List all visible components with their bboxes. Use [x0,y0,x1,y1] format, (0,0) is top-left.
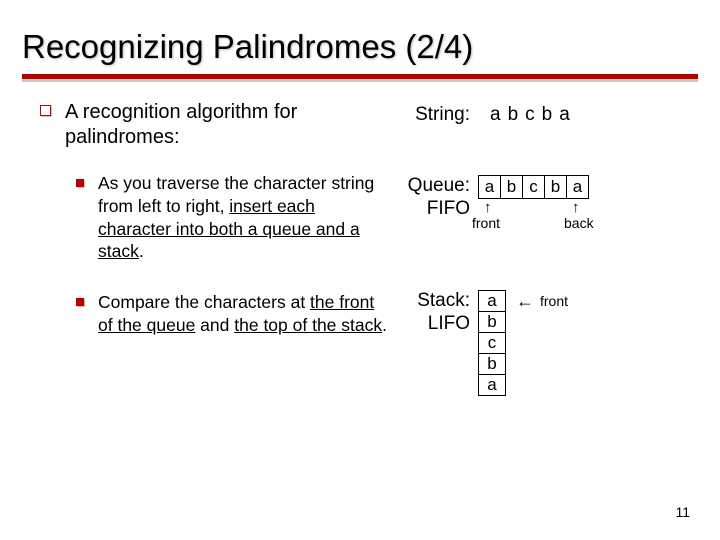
string-chars: abcba [478,104,577,126]
stack-cell: a [478,374,506,396]
slide-title: Recognizing Palindromes (2/4) [0,0,720,74]
main-point-text: A recognition algorithm for palindromes: [65,100,388,150]
stack-cell: b [478,353,506,375]
stack-diagram: abcba ← front [478,290,568,396]
queue-cell: b [544,175,567,199]
string-label: String: [388,104,478,127]
bullet-level2: As you traverse the character string fro… [76,172,388,263]
page-number: 11 [675,504,690,520]
sub-point-2: Compare the characters at the front of t… [98,291,388,337]
content-area: A recognition algorithm for palindromes:… [0,82,720,444]
arrow-left-icon: ← [516,290,534,312]
queue-diagram: abcba ↑ ↑ front back [478,175,589,199]
queue-cell: b [500,175,523,199]
stack-label: Stack:LIFO [388,290,478,336]
stack-cell: b [478,311,506,333]
queue-cell: c [522,175,545,199]
string-row: String: abcba [388,104,710,127]
front-label: front [472,215,500,231]
queue-row: Queue:FIFO abcba ↑ ↑ front back [388,175,710,221]
filled-square-bullet-icon [76,179,84,187]
hollow-square-bullet-icon [40,105,51,116]
arrow-up-icon: ↑ [572,199,580,216]
stack-cell: a [478,290,506,312]
stack-cell: c [478,332,506,354]
sub-point-1: As you traverse the character string fro… [98,172,388,263]
queue-cell: a [478,175,501,199]
queue-label: Queue:FIFO [388,175,478,221]
arrow-up-icon: ↑ [484,199,492,216]
stack-front-label: front [540,290,568,312]
title-underline [0,74,720,82]
left-column: A recognition algorithm for palindromes:… [10,100,388,444]
bullet-level1: A recognition algorithm for palindromes: [40,100,388,150]
bullet-level2: Compare the characters at the front of t… [76,291,388,337]
back-label: back [564,215,594,231]
right-column: String: abcba Queue:FIFO abcba ↑ ↑ front… [388,100,710,444]
stack-row: Stack:LIFO abcba ← front [388,290,710,396]
filled-square-bullet-icon [76,298,84,306]
queue-cell: a [566,175,589,199]
